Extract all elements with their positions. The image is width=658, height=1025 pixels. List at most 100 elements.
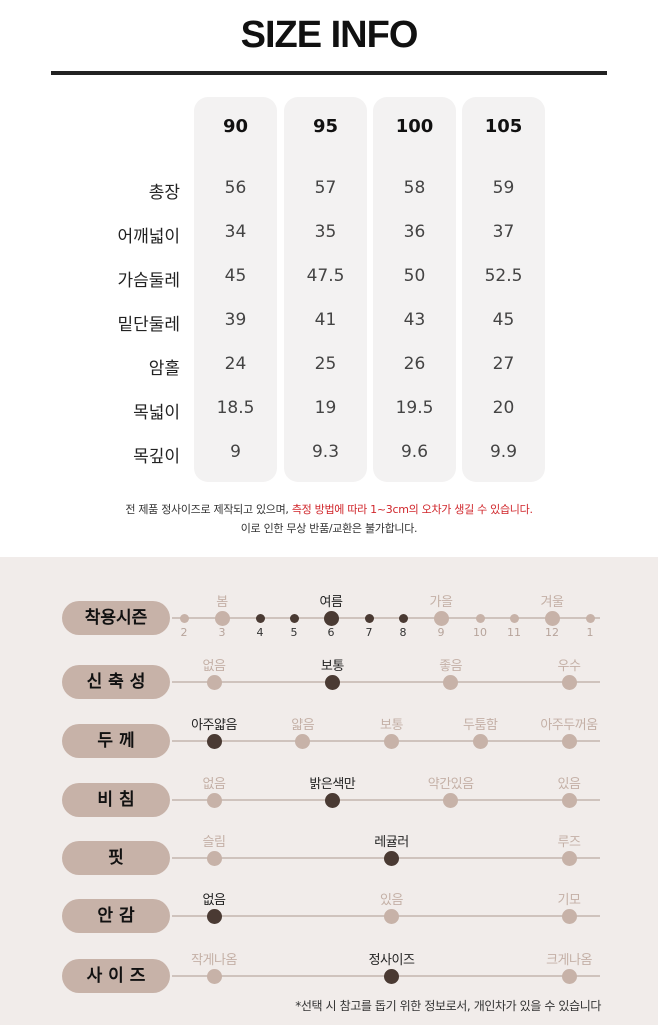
month-dot [255,613,265,623]
measurement-value: 56 [224,178,247,198]
size-header: 105 [484,116,523,137]
month-dot [585,613,595,623]
note-line-2: 이로 인한 무상 반품/교환은 불가합니다. [240,522,418,535]
option-label: 좋음 [439,659,463,674]
measurement-value: 57 [314,178,337,198]
option-label: 아주두꺼움 [540,718,598,733]
option-dot [384,908,399,924]
option-label: 슬림 [202,835,226,850]
measurement-label: 암홀 [148,359,180,379]
option-label: 아주얇음 [191,718,237,733]
measurement-value: 25 [314,354,337,374]
size-column-100 [373,97,456,482]
size-header: 100 [395,116,434,137]
note-text: 전 제품 정사이즈로 제작되고 있으며, [125,503,292,516]
attribute-pill: 신 축 성 [62,665,170,699]
measurement-label: 가슴둘레 [117,271,180,291]
month-label: 6 [327,626,335,639]
option-label: 보통 [320,659,344,674]
option-label: 있음 [380,893,403,908]
season-name: 가을 [429,595,453,610]
month-label: 8 [399,626,407,639]
attribute-track [172,681,600,683]
option-label: 기모 [557,893,581,908]
measurement-value: 26 [403,354,426,374]
measurement-value: 45 [492,310,515,330]
month-dot [398,613,408,623]
option-dot [561,674,577,690]
attribute-pill: 사 이 즈 [62,959,170,993]
size-column-95 [284,97,367,482]
measurement-value: 37 [492,222,515,242]
measurement-value: 43 [403,310,426,330]
option-dot [561,850,577,866]
option-dot [206,968,222,984]
month-label: 10 [473,626,487,639]
measurement-value: 50 [403,266,426,286]
attribute-track [172,617,600,619]
season-name: 봄 [216,595,228,610]
size-column-90 [194,97,277,482]
month-label: 11 [507,626,521,639]
month-dot [509,613,519,623]
option-label: 있음 [557,777,581,792]
measurement-value: 58 [403,178,426,198]
size-header: 90 [222,116,249,137]
season-name: 겨울 [540,595,564,610]
measurement-value: 19.5 [395,398,434,418]
option-dot [324,792,340,808]
option-label: 없음 [202,659,226,674]
measurement-label: 목깊이 [133,447,180,467]
measurement-value: 9 [230,442,241,462]
month-dot [179,613,189,623]
attribute-pill: 두 께 [62,724,170,758]
option-label: 정사이즈 [368,953,415,968]
size-column-105 [462,97,545,482]
month-dot [289,613,299,623]
measurement-value: 39 [224,310,247,330]
attribute-pill: 비 침 [62,783,170,817]
month-label: 2 [180,626,188,639]
measurement-value: 9.6 [400,442,429,462]
option-label: 우수 [557,659,581,674]
measurement-value: 59 [492,178,515,198]
option-label: 밝은색만 [309,777,356,792]
measurement-value: 35 [314,222,337,242]
option-label: 없음 [202,777,226,792]
measurement-label: 목넓이 [133,403,180,423]
month-label: 9 [437,626,445,639]
month-label: 5 [290,626,298,639]
option-label: 없음 [202,893,226,908]
measurement-label: 밑단둘레 [117,315,180,335]
option-dot [206,792,222,808]
option-dot [561,908,577,924]
option-dot [384,968,399,984]
season-name: 여름 [319,595,343,610]
note-line-1: 전 제품 정사이즈로 제작되고 있으며, 측정 방법에 따라 1~3cm의 오차… [0,501,658,517]
option-label: 두툼함 [463,718,498,733]
measurement-value: 24 [224,354,247,374]
measurement-value: 27 [492,354,515,374]
measurement-value: 20 [492,398,515,418]
option-label: 얇음 [291,718,315,733]
measurement-value: 9.3 [311,442,340,462]
option-dot [206,674,222,690]
option-label: 루즈 [557,835,581,850]
option-label: 보통 [380,718,403,733]
title-divider [51,71,607,75]
month-dot [323,610,339,626]
option-dot [472,733,488,749]
month-label: 1 [586,626,594,639]
option-dot [443,792,459,808]
measurement-value: 52.5 [484,266,523,286]
attribute-track [172,799,600,801]
measurement-value: 45 [224,266,247,286]
measurement-value: 36 [403,222,426,242]
option-dot [295,733,311,749]
option-label: 레귤러 [374,835,409,850]
month-dot [433,610,449,626]
option-label: 크게나옴 [546,953,592,968]
attribute-pill: 핏 [62,841,170,875]
month-label: 7 [365,626,373,639]
month-label: 4 [256,626,264,639]
